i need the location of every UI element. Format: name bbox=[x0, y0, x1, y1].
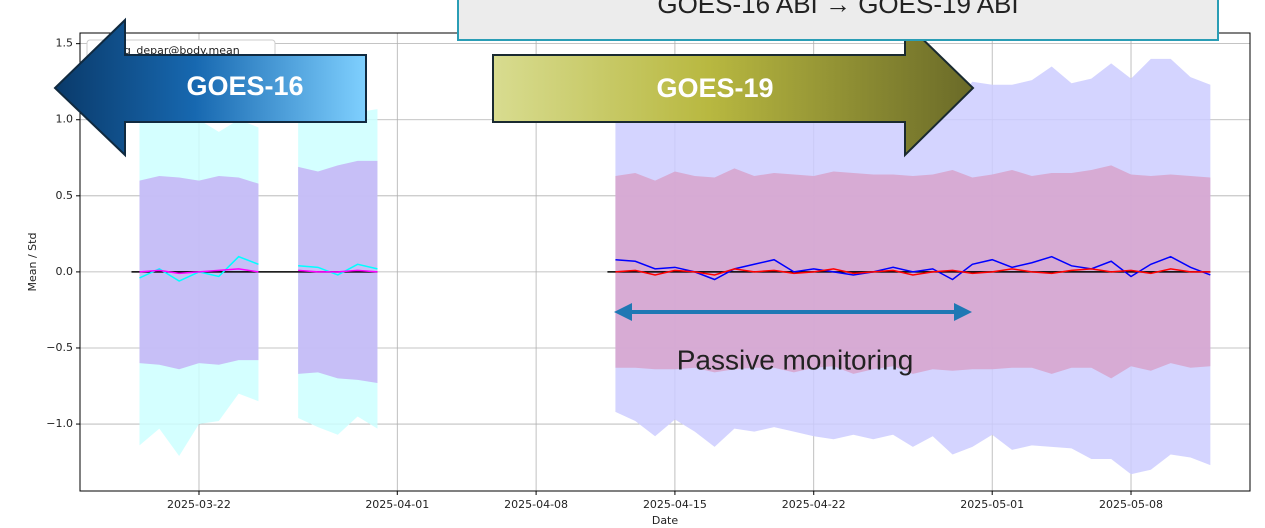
y-tick-label: −0.5 bbox=[46, 341, 73, 354]
x-axis-label: Date bbox=[652, 514, 679, 527]
x-tick-label: 2025-04-08 bbox=[504, 498, 568, 511]
x-tick-label: 2025-04-15 bbox=[643, 498, 707, 511]
x-tick-label: 2025-03-22 bbox=[167, 498, 231, 511]
right-arrow-label: GOES-19 bbox=[656, 73, 773, 103]
banner-text: GOES-16 ABI → GOES-19 ABI bbox=[657, 0, 1018, 19]
y-tick-label: 0.0 bbox=[56, 265, 74, 278]
y-tick-label: 0.5 bbox=[56, 189, 74, 202]
arrow-head bbox=[614, 303, 632, 321]
mean-line bbox=[615, 268, 1211, 276]
plot-area bbox=[80, 33, 1250, 491]
x-tick-label: 2025-05-08 bbox=[1099, 498, 1163, 511]
mean-line bbox=[139, 268, 259, 275]
mean-line bbox=[615, 255, 1211, 281]
y-tick-label: 1.0 bbox=[56, 113, 74, 126]
y-tick-label: −1.0 bbox=[46, 417, 73, 430]
mean-line bbox=[298, 263, 378, 276]
banner bbox=[457, 0, 1219, 41]
right-arrow bbox=[492, 19, 975, 158]
mean-line bbox=[298, 269, 378, 273]
left-arrow-label: GOES-16 bbox=[186, 71, 303, 101]
y-tick-label: 1.5 bbox=[56, 37, 74, 50]
left-arrow bbox=[53, 17, 367, 158]
legend-label: fg_depar@body.mean bbox=[120, 44, 240, 57]
x-tick-label: 2025-05-01 bbox=[960, 498, 1024, 511]
annotation: Passive monitoring bbox=[677, 344, 914, 375]
arrow-head bbox=[954, 303, 972, 321]
double-arrow bbox=[614, 303, 972, 321]
y-axis-label: Mean / Std bbox=[26, 233, 39, 292]
x-tick-label: 2025-04-01 bbox=[365, 498, 429, 511]
x-tick-label: 2025-04-22 bbox=[782, 498, 846, 511]
